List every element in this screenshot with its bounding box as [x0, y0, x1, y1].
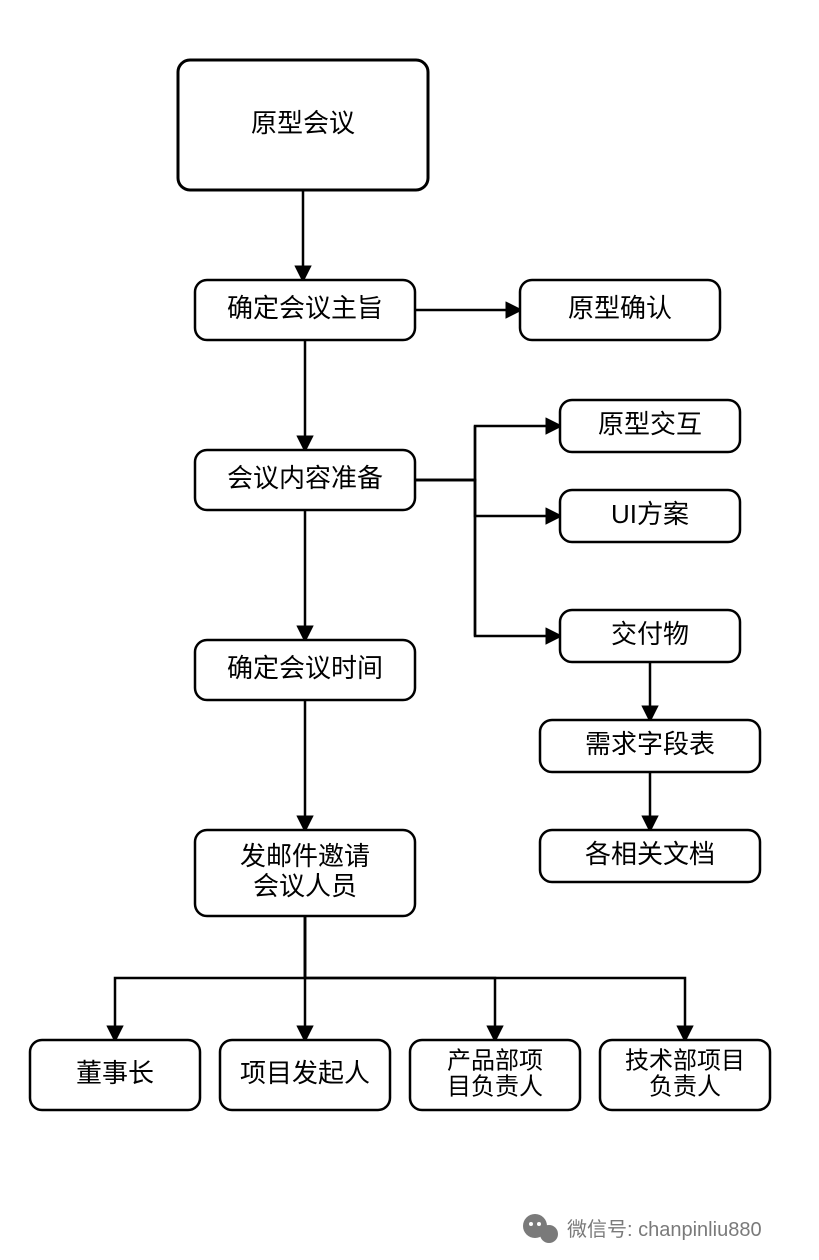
node-n13-label: 项目发起人 [240, 1058, 370, 1088]
node-n12: 董事长 [30, 1040, 200, 1110]
node-n14: 产品部项目负责人 [410, 1040, 580, 1110]
node-n15: 技术部项目负责人 [600, 1040, 770, 1110]
node-n6-label: UI方案 [611, 499, 689, 529]
node-n3-label: 原型确认 [568, 293, 672, 323]
node-n15-label: 负责人 [649, 1073, 721, 1100]
node-n15-label: 技术部项目 [625, 1047, 745, 1074]
node-n14-label: 目负责人 [447, 1073, 543, 1100]
node-n7: 交付物 [560, 610, 740, 662]
edge-n4-n5 [415, 426, 560, 480]
node-n11-label: 发邮件邀请 [240, 841, 370, 871]
node-n9: 需求字段表 [540, 720, 760, 772]
node-n12-label: 董事长 [76, 1058, 154, 1088]
node-n14-label: 产品部项 [447, 1047, 543, 1074]
node-n4-label: 会议内容准备 [227, 463, 383, 493]
node-n10: 各相关文档 [540, 830, 760, 882]
edge-n4-n6 [415, 480, 560, 516]
node-n11-label: 会议人员 [253, 871, 357, 901]
node-n6: UI方案 [560, 490, 740, 542]
node-n11: 发邮件邀请会议人员 [195, 830, 415, 916]
watermark-text: 微信号: chanpinliu880 [567, 1218, 762, 1241]
node-n2: 确定会议主旨 [195, 280, 415, 340]
node-n13: 项目发起人 [220, 1040, 390, 1110]
node-n4: 会议内容准备 [195, 450, 415, 510]
node-n2-label: 确定会议主旨 [227, 293, 383, 323]
wechat-icon [523, 1214, 558, 1243]
edge-n4-n7 [415, 480, 560, 636]
node-n5-label: 原型交互 [598, 409, 702, 439]
node-n7-label: 交付物 [611, 619, 689, 649]
node-n5: 原型交互 [560, 400, 740, 452]
node-n10-label: 各相关文档 [585, 839, 715, 869]
node-n9-label: 需求字段表 [585, 729, 715, 759]
node-n8-label: 确定会议时间 [227, 653, 383, 683]
edge-n11-n12 [115, 916, 305, 1040]
node-n1: 原型会议 [178, 60, 428, 190]
node-n3: 原型确认 [520, 280, 720, 340]
node-n8: 确定会议时间 [195, 640, 415, 700]
node-n1-label: 原型会议 [251, 108, 355, 138]
